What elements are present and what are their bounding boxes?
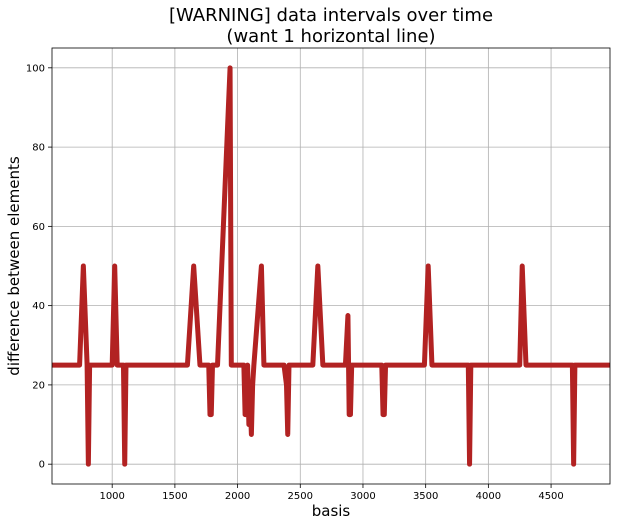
x-tick-label: 1500 xyxy=(162,491,187,502)
y-axis-label: difference between elements xyxy=(5,156,23,376)
y-tick-label: 40 xyxy=(32,301,45,312)
x-tick-label: 1000 xyxy=(99,491,124,502)
y-tick-label: 100 xyxy=(26,63,45,74)
y-tick-label: 0 xyxy=(39,460,45,471)
x-axis: 1000 1500 2000 2500 3000 3500 4000 4500 xyxy=(99,484,564,502)
y-axis: 0 20 40 60 80 100 xyxy=(26,63,52,471)
x-tick-label: 3500 xyxy=(413,491,438,502)
grid xyxy=(52,48,610,484)
x-tick-label: 4500 xyxy=(538,491,563,502)
x-tick-label: 4000 xyxy=(476,491,501,502)
y-tick-label: 80 xyxy=(32,143,45,154)
chart-title-line-1: [WARNING] data intervals over time xyxy=(169,5,493,26)
series-line-0 xyxy=(52,65,610,467)
x-tick-label: 2500 xyxy=(288,491,313,502)
plot-frame xyxy=(51,47,611,485)
chart-title-line-2: (want 1 horizontal line) xyxy=(226,26,435,47)
x-tick-label: 3000 xyxy=(350,491,375,502)
x-tick-label: 2000 xyxy=(225,491,250,502)
x-axis-label: basis xyxy=(312,502,351,520)
y-tick-label: 20 xyxy=(32,380,45,391)
plot-area xyxy=(52,65,610,467)
y-tick-label: 60 xyxy=(32,222,45,233)
